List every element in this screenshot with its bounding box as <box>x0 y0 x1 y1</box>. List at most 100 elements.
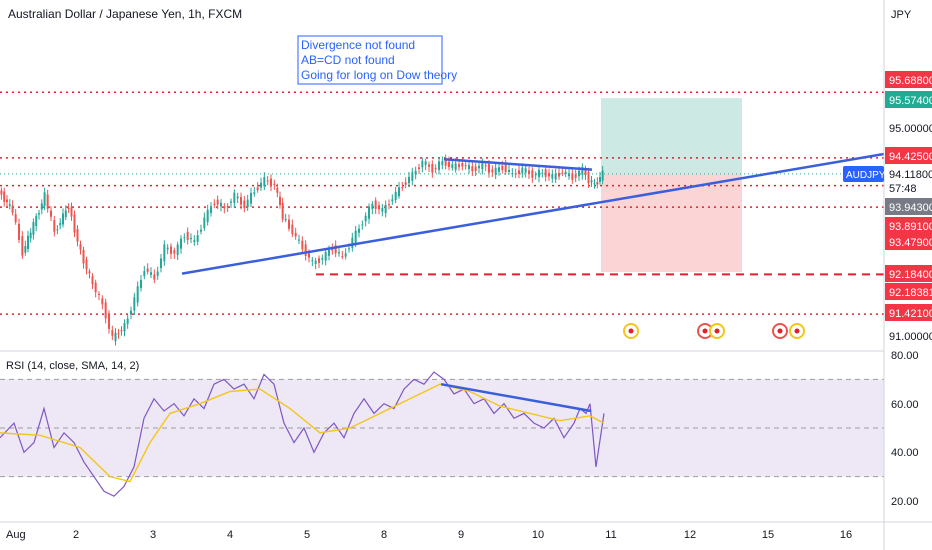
candle-body <box>361 224 364 226</box>
rsi-trendline[interactable] <box>440 382 592 413</box>
event-marker-dot <box>794 328 800 334</box>
candle-body <box>474 166 477 171</box>
candle-body <box>163 244 166 262</box>
price-axis[interactable]: 95.00000 91.00000 95.68800 95.57400 94.42500… <box>885 71 932 508</box>
candle-body <box>324 251 327 261</box>
candle-body <box>308 253 310 258</box>
price-label: 94.42500 <box>889 151 932 163</box>
candle-body <box>62 213 64 225</box>
candle-body <box>584 169 587 175</box>
candle-body <box>524 168 527 173</box>
candle-body <box>59 223 62 226</box>
stop-zone <box>601 173 742 272</box>
candle-body <box>230 201 232 203</box>
rsi-tick-label: 80.00 <box>891 350 919 362</box>
time-tick-label: 11 <box>605 529 616 541</box>
price-label-box <box>885 198 932 215</box>
candle-body <box>374 200 377 209</box>
trendlines <box>181 152 885 275</box>
candle-body <box>14 214 17 223</box>
annotation-box[interactable]: Divergence not found AB=CD not found Goi… <box>297 35 457 85</box>
candle-body <box>256 187 259 191</box>
trendline[interactable] <box>443 157 593 171</box>
candle-body <box>21 236 24 256</box>
candle-body <box>518 170 520 174</box>
candle-body <box>216 199 219 205</box>
candle-body <box>398 187 400 197</box>
candle-body <box>200 229 202 232</box>
candle-body <box>498 167 500 172</box>
candle-body <box>451 164 454 169</box>
time-tick-label: 3 <box>150 529 156 541</box>
candle-body <box>364 215 367 222</box>
candle-body <box>196 235 199 242</box>
candle-body <box>156 271 159 276</box>
price-label: 93.94300 <box>889 202 932 214</box>
price-label-box <box>885 217 932 234</box>
candle-body <box>266 180 269 182</box>
candle-body <box>53 220 56 232</box>
candle-body <box>481 161 484 170</box>
candle-body <box>458 164 460 168</box>
candle-body <box>441 161 444 166</box>
candle-body <box>160 258 162 268</box>
rsi-line <box>0 371 605 497</box>
candle-body <box>263 177 266 187</box>
candle-body <box>548 173 550 177</box>
symbol-badge[interactable]: AUDJPY <box>843 166 886 182</box>
rsi-label[interactable]: RSI (14, close, SMA, 14, 2) <box>6 360 139 372</box>
candle-body <box>117 333 120 335</box>
candle-body <box>599 177 601 182</box>
candle-body <box>381 208 384 212</box>
event-marker-dot <box>628 328 634 334</box>
candle-body <box>571 173 574 180</box>
event-markers <box>623 323 805 339</box>
price-tick-label: 91.00000 <box>889 331 932 343</box>
candle-body <box>431 163 434 173</box>
candle-body <box>279 196 281 205</box>
candle-body <box>146 268 149 272</box>
candle-body <box>79 244 82 250</box>
candle-body <box>388 204 390 206</box>
rsi-tick-label: 40.00 <box>891 447 919 459</box>
candle-body <box>98 293 100 295</box>
candle-body <box>593 183 596 185</box>
candle-body <box>3 191 6 202</box>
candle-body <box>304 244 307 256</box>
candle-body <box>233 192 236 203</box>
price-label: 95.57400 <box>889 95 932 107</box>
candle-body <box>270 178 272 187</box>
price-label: 92.18400 <box>889 269 932 281</box>
candle-body <box>338 252 340 254</box>
candle-body <box>284 218 287 220</box>
candle-body <box>226 206 229 208</box>
candle-body <box>554 173 557 180</box>
candle-body <box>411 172 414 181</box>
candle-body <box>401 187 404 189</box>
time-axis[interactable]: Aug 2 3 4 5 8 9 10 11 12 15 16 <box>6 529 852 541</box>
time-tick-label: 8 <box>381 529 387 541</box>
candle-body <box>213 203 216 205</box>
candle-body <box>24 245 27 253</box>
candle-body <box>321 258 324 260</box>
trendline[interactable] <box>181 152 885 275</box>
target-zone <box>601 98 742 174</box>
candle-body <box>276 187 279 193</box>
candle-body <box>126 318 129 324</box>
candle-body <box>94 282 97 293</box>
candle-body <box>494 167 497 175</box>
candle-body <box>176 244 179 255</box>
candle-body <box>454 163 457 170</box>
candle-body <box>85 259 88 270</box>
candle-body <box>281 202 284 220</box>
candle-body <box>418 167 420 170</box>
candle-body <box>133 297 136 311</box>
candle-body <box>471 166 474 172</box>
rsi-series <box>0 371 605 497</box>
time-tick-label: 5 <box>304 529 310 541</box>
candle-body <box>243 200 246 208</box>
time-tick-label: Aug <box>6 529 26 541</box>
candle-body <box>35 216 38 227</box>
candle-body <box>424 161 427 165</box>
candle-body <box>91 276 94 284</box>
